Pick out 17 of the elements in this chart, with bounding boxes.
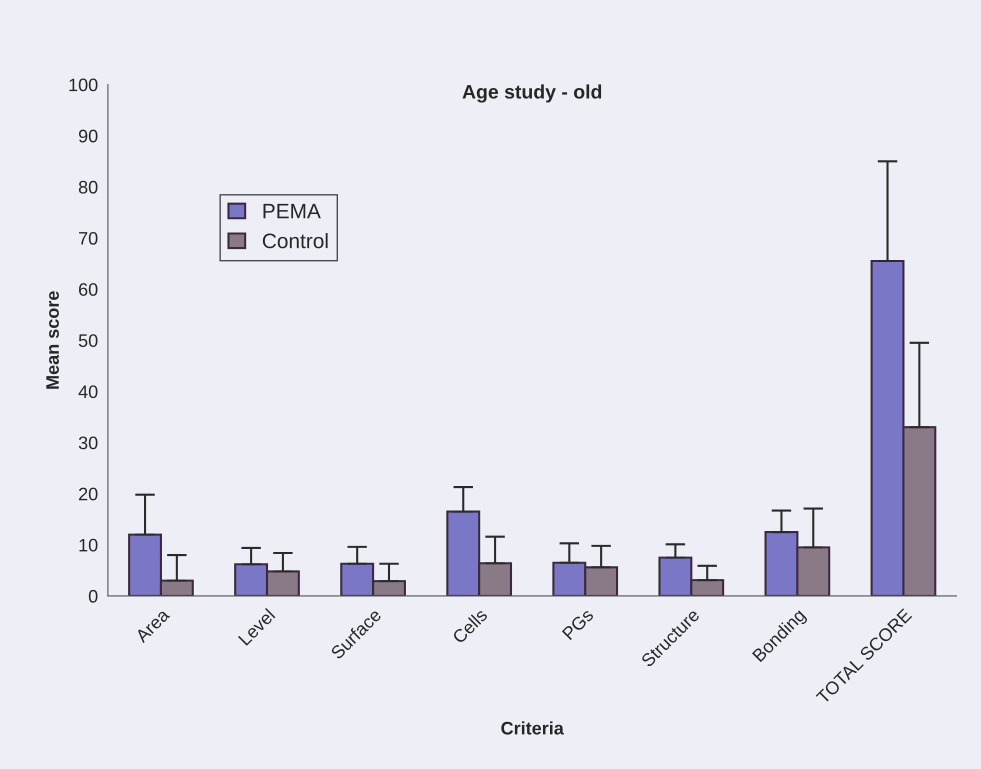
y-tick-label: 40 (78, 385, 98, 398)
y-tick-label: 20 (79, 488, 98, 500)
legend-label: PEMA (264, 204, 321, 218)
y-tick-label: 60 (79, 283, 98, 296)
x-tick-label: PGs (562, 608, 594, 640)
y-tick-label: 30 (78, 436, 98, 450)
y-tick-label: 70 (79, 232, 98, 245)
x-axis-title: Criteria (501, 721, 564, 735)
y-tick-label: 10 (79, 538, 98, 552)
y-tick-label: 50 (78, 334, 98, 348)
y-tick-label: 100 (69, 78, 98, 92)
legend-label: Control (262, 232, 328, 248)
y-tick-label: 90 (78, 130, 98, 142)
y-tick-label: 80 (78, 180, 98, 194)
y-tick-label: 0 (88, 590, 98, 603)
y-axis-title: Mean score (46, 291, 59, 389)
chart-title: Age study - old (462, 84, 602, 103)
